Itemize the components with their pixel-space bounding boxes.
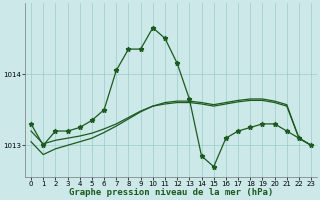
X-axis label: Graphe pression niveau de la mer (hPa): Graphe pression niveau de la mer (hPa) — [69, 188, 273, 197]
